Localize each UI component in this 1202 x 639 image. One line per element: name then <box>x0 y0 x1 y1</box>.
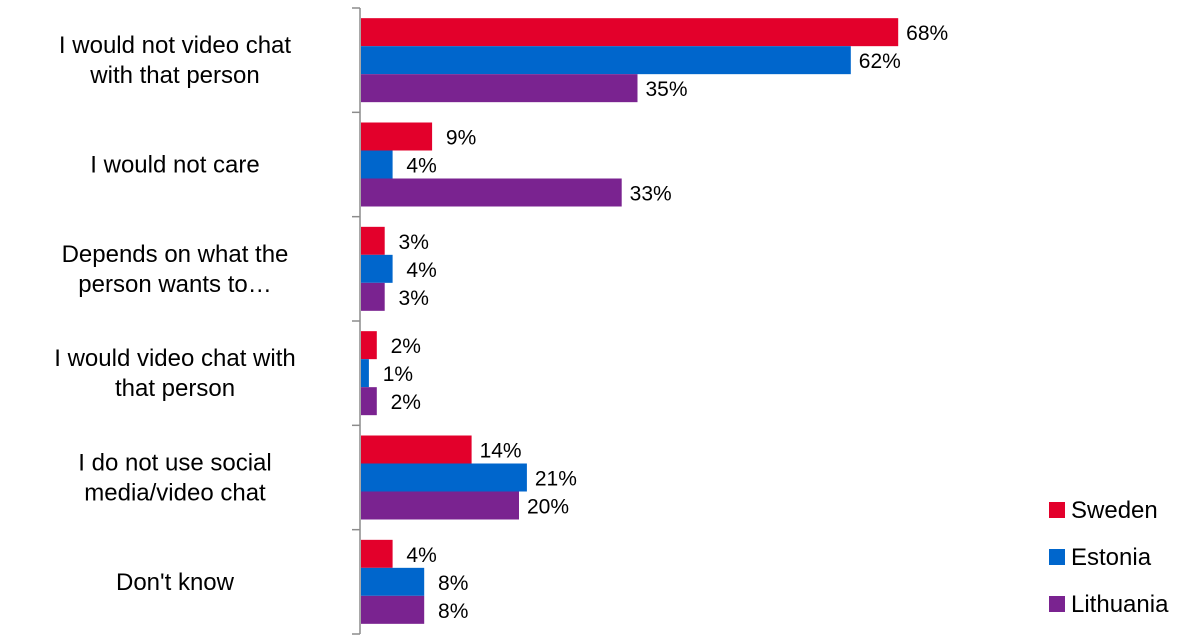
value-label: 20% <box>527 496 569 519</box>
value-label: 3% <box>399 231 429 254</box>
category-label: Depends on what the person wants to… <box>62 241 289 298</box>
category-label-line: I would not care <box>90 152 259 179</box>
category-label-line: person wants to… <box>78 271 271 298</box>
bar-sweden <box>361 539 393 568</box>
bar-lithuania <box>361 74 638 103</box>
value-label: 33% <box>630 183 672 206</box>
value-label: 2% <box>391 391 421 414</box>
value-label: 3% <box>399 287 429 310</box>
plot-area: 68% 9% 3% 2% 14% 4% 62% 4% 4% 1% 21% 8% 35% 33% 3% 2% 20… <box>361 18 948 624</box>
category-label: I would not video chat with that person <box>59 32 291 89</box>
category-label: I would not care <box>90 152 259 179</box>
legend-label-lithuania: Lithuania <box>1071 591 1169 618</box>
category-label-line: I do not use social <box>78 450 271 477</box>
bar-sweden <box>361 226 385 255</box>
category-label: I do not use social media/video chat <box>78 450 271 507</box>
value-label: 9% <box>446 127 476 150</box>
legend-swatch-lithuania <box>1049 596 1065 612</box>
category-axis: I would not video chat with that personI … <box>54 7 361 635</box>
value-label: 14% <box>480 440 522 463</box>
value-label: 4% <box>406 259 436 282</box>
category-label-line: I would video chat with <box>54 345 295 372</box>
bar-lithuania <box>361 282 385 311</box>
category-label-line: Depends on what the <box>62 241 289 268</box>
value-label: 4% <box>406 544 436 567</box>
value-label: 2% <box>391 335 421 358</box>
category-label: Don't know <box>116 569 235 596</box>
legend: Sweden Estonia Lithuania <box>1049 497 1169 618</box>
bar-estonia <box>361 463 527 492</box>
bar-lithuania <box>361 595 425 624</box>
bar-lithuania <box>361 178 622 207</box>
bar-estonia <box>361 567 425 596</box>
value-label: 21% <box>535 468 577 491</box>
category-label-line: with that person <box>89 62 259 89</box>
bar-estonia <box>361 359 369 388</box>
bar-estonia <box>361 46 851 75</box>
value-label: 4% <box>406 155 436 178</box>
category-label-line: Don't know <box>116 569 235 596</box>
bar-estonia <box>361 254 393 283</box>
legend-label-sweden: Sweden <box>1071 497 1158 524</box>
bar-sweden <box>361 122 433 151</box>
value-label: 1% <box>383 363 413 386</box>
legend-swatch-estonia <box>1049 549 1065 565</box>
legend-swatch-sweden <box>1049 502 1065 518</box>
value-label: 35% <box>645 78 687 101</box>
category-label-line: that person <box>115 375 235 402</box>
value-label: 62% <box>859 50 901 73</box>
bar-sweden <box>361 18 899 47</box>
bar-estonia <box>361 150 393 179</box>
value-label: 8% <box>438 572 468 595</box>
bar-sweden <box>361 331 377 360</box>
bar-sweden <box>361 435 472 464</box>
legend-label-estonia: Estonia <box>1071 544 1152 571</box>
bar-lithuania <box>361 387 377 416</box>
value-label: 8% <box>438 600 468 623</box>
bar-lithuania <box>361 491 519 520</box>
category-label: I would video chat with that person <box>54 345 295 402</box>
category-label-line: I would not video chat <box>59 32 291 59</box>
value-label: 68% <box>906 22 948 45</box>
category-label-line: media/video chat <box>84 480 266 507</box>
